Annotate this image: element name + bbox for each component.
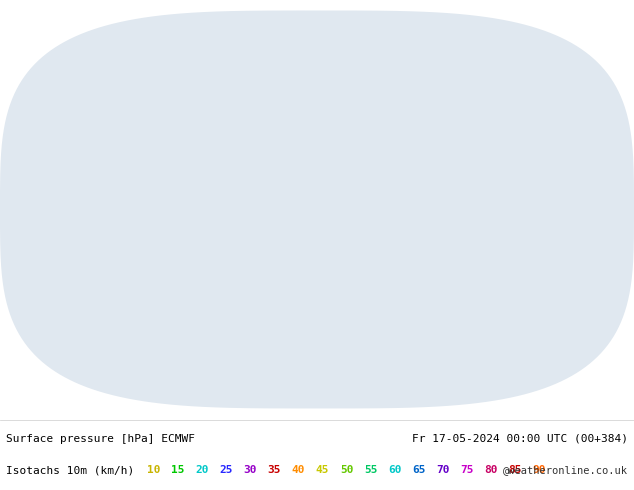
Polygon shape [0, 10, 634, 409]
Text: Fr 17-05-2024 00:00 UTC (00+384): Fr 17-05-2024 00:00 UTC (00+384) [411, 434, 628, 444]
Text: 35: 35 [268, 465, 281, 475]
Text: @weatheronline.co.uk: @weatheronline.co.uk [503, 465, 628, 475]
Text: 50: 50 [340, 465, 353, 475]
Text: 60: 60 [388, 465, 401, 475]
Text: 90: 90 [533, 465, 546, 475]
Text: 20: 20 [195, 465, 209, 475]
Text: 55: 55 [364, 465, 377, 475]
Text: 25: 25 [219, 465, 233, 475]
Text: 15: 15 [171, 465, 184, 475]
Text: 70: 70 [436, 465, 450, 475]
Text: 30: 30 [243, 465, 257, 475]
Text: 80: 80 [484, 465, 498, 475]
Text: 85: 85 [508, 465, 522, 475]
Text: 40: 40 [292, 465, 305, 475]
Text: 45: 45 [316, 465, 329, 475]
Text: 10: 10 [147, 465, 160, 475]
Text: 65: 65 [412, 465, 425, 475]
Text: Surface pressure [hPa] ECMWF: Surface pressure [hPa] ECMWF [6, 434, 195, 444]
Text: Isotachs 10m (km/h): Isotachs 10m (km/h) [6, 465, 134, 475]
Text: 75: 75 [460, 465, 474, 475]
